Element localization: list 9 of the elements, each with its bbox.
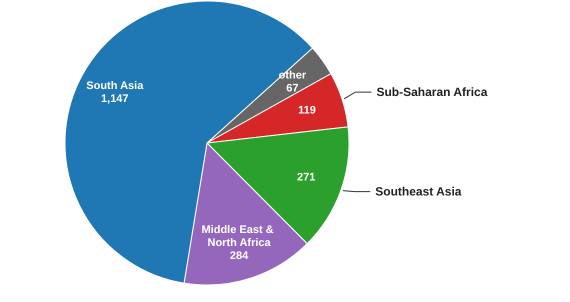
- slice-label: Sub-Saharan Africa: [376, 85, 488, 100]
- slice-label: South Asia: [86, 80, 144, 92]
- slice-label: Middle East & North Africa: [202, 224, 277, 250]
- slice-label: Southeast Asia: [375, 184, 462, 199]
- data-label: 284: [230, 250, 250, 262]
- data-label: 119: [298, 104, 316, 117]
- data-label: 67: [286, 82, 299, 94]
- data-label: 271: [296, 172, 316, 184]
- data-label: 1,147: [101, 93, 129, 106]
